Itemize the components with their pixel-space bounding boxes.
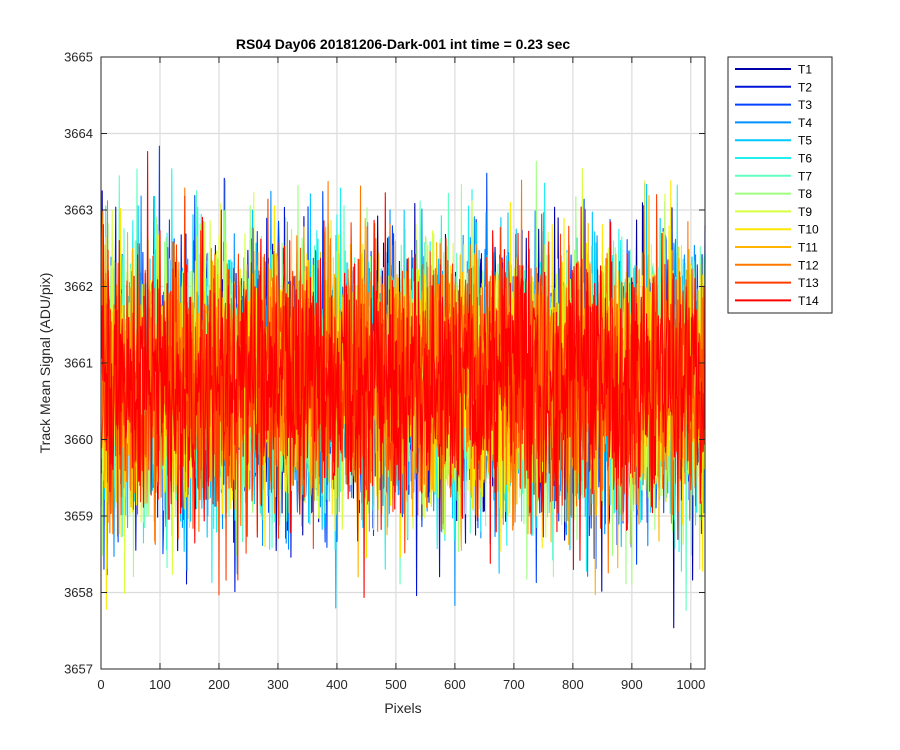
legend-label-t5: T5 [798, 134, 812, 148]
legend-label-t2: T2 [798, 80, 812, 94]
legend-label-t7: T7 [798, 169, 812, 183]
x-tick-label: 500 [385, 677, 407, 692]
legend-label-t8: T8 [798, 187, 812, 201]
legend-label-t11: T11 [798, 241, 818, 255]
legend-label-t4: T4 [798, 116, 812, 130]
legend-label-t3: T3 [798, 98, 812, 112]
y-tick-label: 3658 [64, 585, 93, 600]
y-tick-label: 3662 [64, 279, 93, 294]
legend-label-t6: T6 [798, 152, 812, 166]
x-tick-label: 400 [326, 677, 348, 692]
y-tick-label: 3663 [64, 203, 93, 218]
legend-label-t13: T13 [798, 276, 819, 290]
y-tick-label: 3665 [64, 50, 93, 65]
x-tick-label: 800 [562, 677, 584, 692]
legend-box [727, 56, 833, 314]
x-tick-label: 600 [444, 677, 466, 692]
legend: T1 T2 T3 T4 T5 T6 T7 T8 T9 T10 T11 T12 T13 T14 [727, 56, 833, 314]
x-tick-label: 100 [149, 677, 171, 692]
legend-label-t14: T14 [798, 294, 819, 308]
series-line-t14 [101, 151, 706, 599]
x-tick-label: 1000 [676, 677, 705, 692]
series-layer [101, 145, 706, 629]
x-tick-label: 700 [503, 677, 525, 692]
y-tick-label: 3657 [64, 662, 93, 677]
legend-label-t9: T9 [798, 205, 812, 219]
y-tick-label: 3659 [64, 509, 93, 524]
x-tick-label: 900 [621, 677, 643, 692]
x-axis-label: Pixels [384, 700, 421, 716]
x-tick-label: 200 [208, 677, 230, 692]
y-axis-label: Track Mean Signal (ADU/pix) [37, 273, 53, 454]
x-tick-label: 300 [267, 677, 289, 692]
y-tick-label: 3661 [64, 356, 93, 371]
legend-label-t10: T10 [798, 223, 819, 237]
chart-title: RS04 Day06 20181206-Dark-001 int time = … [236, 36, 570, 52]
y-tick-label: 3664 [64, 126, 93, 141]
ticks: 0 100 200 300 400 500 600 700 800 900 1000 3657 3658… [64, 50, 705, 693]
x-tick-label: 0 [97, 677, 104, 692]
legend-label-t1: T1 [798, 63, 812, 77]
y-tick-label: 3660 [64, 432, 93, 447]
legend-label-t12: T12 [798, 258, 819, 272]
